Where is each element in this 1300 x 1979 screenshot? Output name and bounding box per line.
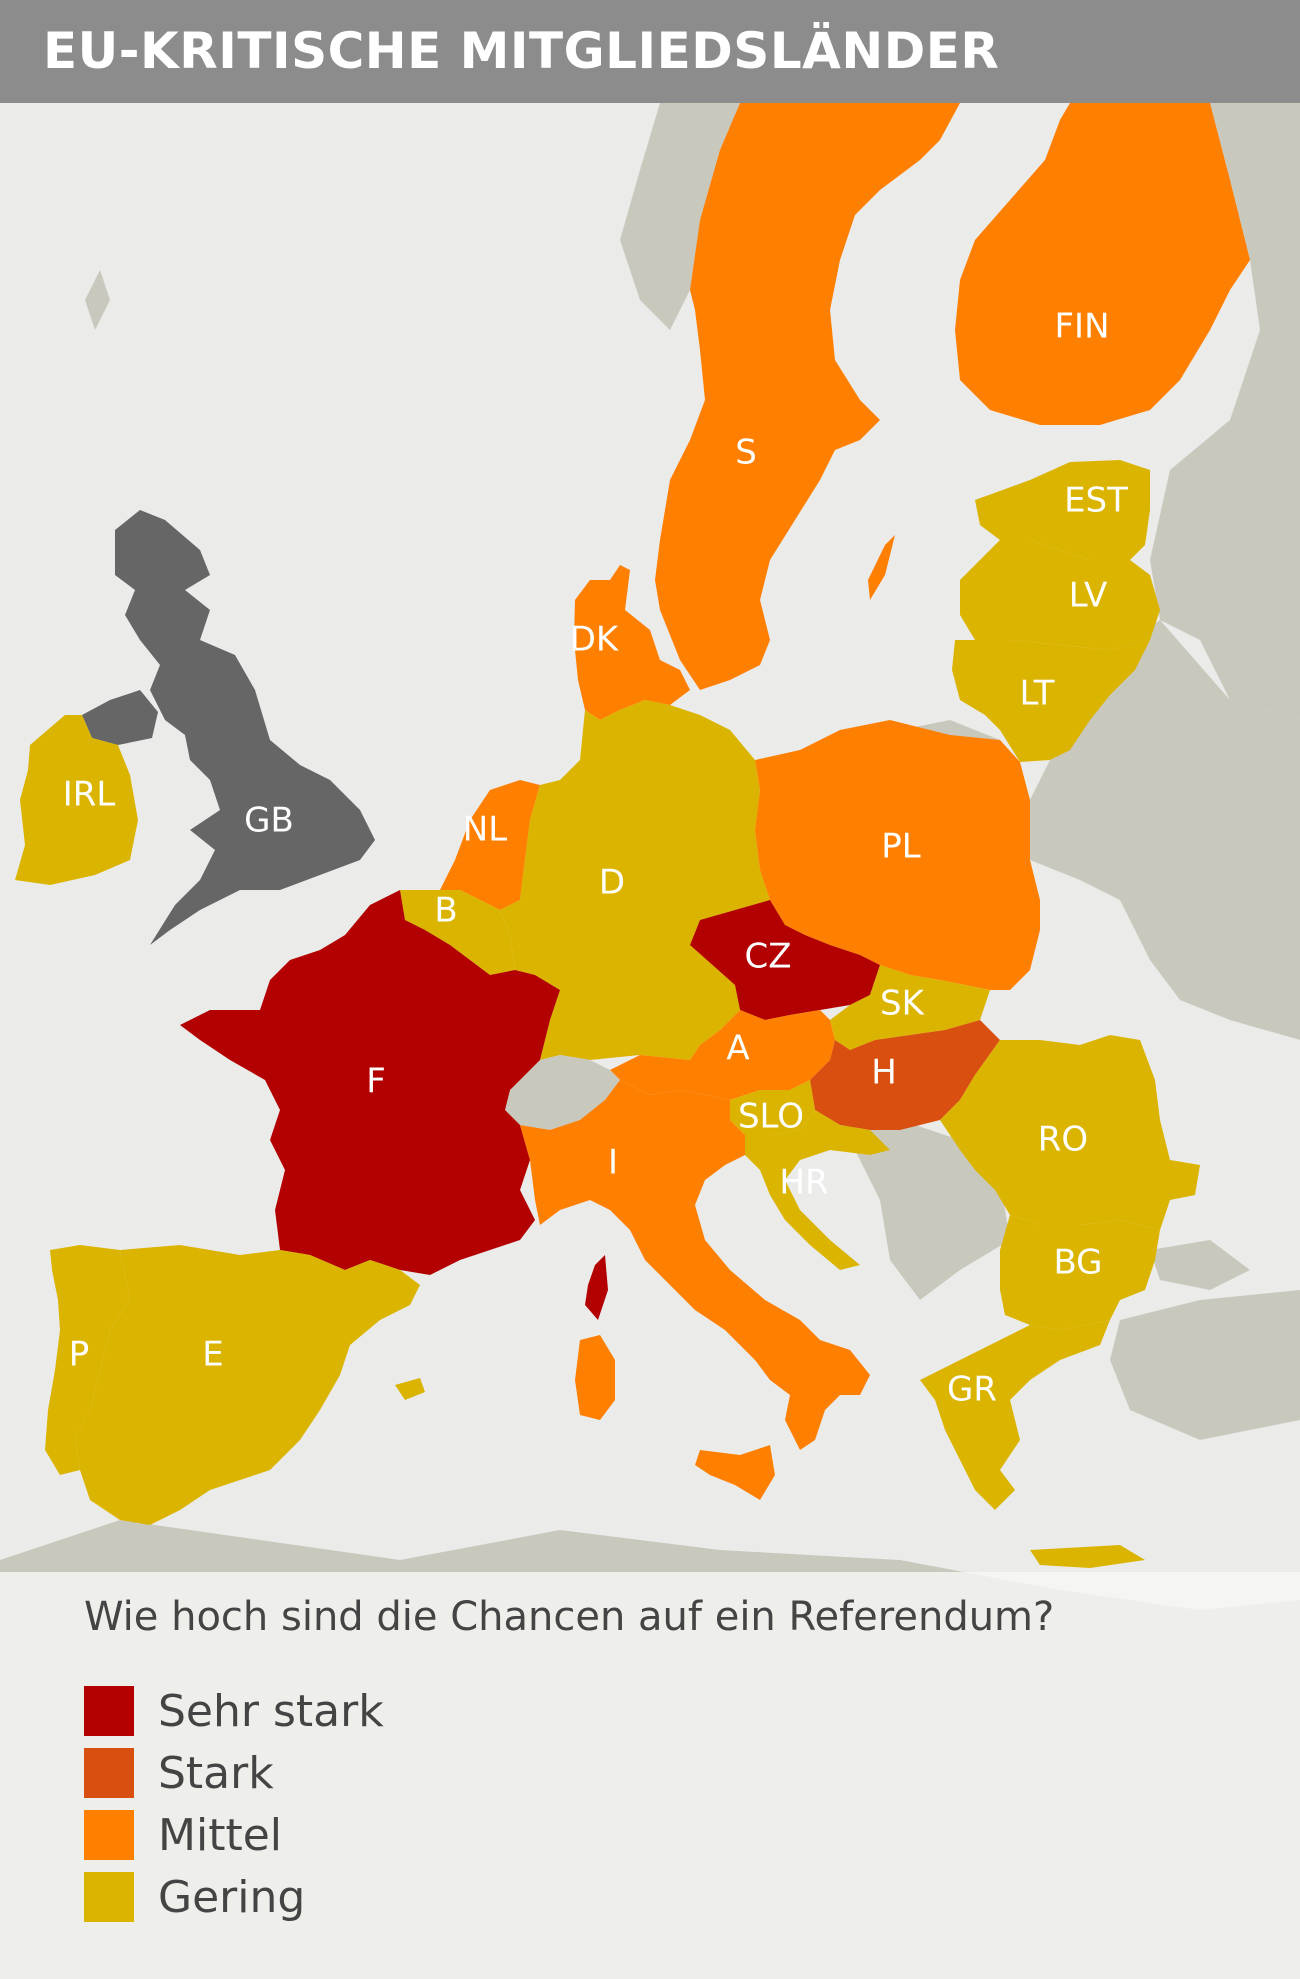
label-pl: PL — [881, 827, 921, 867]
island-sicily — [695, 1445, 775, 1500]
legend-item-sehr-stark: Sehr stark — [84, 1685, 384, 1737]
label-slo: SLO — [738, 1097, 804, 1137]
country-d[interactable] — [500, 700, 770, 1060]
label-cz: CZ — [744, 937, 791, 977]
island-sardinia — [575, 1335, 615, 1420]
label-s: S — [735, 433, 757, 473]
country-i[interactable] — [520, 1080, 870, 1450]
island-corsica — [585, 1255, 608, 1320]
country-lv[interactable] — [960, 540, 1160, 650]
legend-swatch — [84, 1748, 134, 1798]
label-hr: HR — [779, 1163, 828, 1203]
country-sk[interactable] — [830, 965, 990, 1050]
label-gb: GB — [244, 801, 294, 841]
country-e[interactable] — [75, 1245, 420, 1525]
label-dk: DK — [570, 620, 620, 660]
country-nir[interactable] — [82, 690, 158, 745]
country-hr[interactable] — [745, 1110, 890, 1270]
country-ch — [505, 1055, 620, 1130]
country-bg[interactable] — [1000, 1215, 1160, 1330]
label-nl: NL — [463, 810, 507, 850]
legend-item-gering: Gering — [84, 1871, 305, 1923]
label-b: B — [434, 891, 457, 931]
label-e: E — [202, 1335, 223, 1375]
country-est[interactable] — [975, 460, 1150, 560]
legend-item-stark: Stark — [84, 1747, 274, 1799]
legend-question: Wie hoch sind die Chancen auf ein Refere… — [84, 1594, 1055, 1640]
label-a: A — [726, 1029, 749, 1069]
country-b[interactable] — [400, 890, 515, 975]
country-gr[interactable] — [920, 1320, 1110, 1510]
legend-swatch — [84, 1810, 134, 1860]
label-i: I — [608, 1143, 618, 1183]
country-labels: FIN S EST LV LT DK IRL GB NL B D PL CZ S… — [63, 307, 1128, 1410]
country-p[interactable] — [45, 1245, 130, 1475]
legend-label: Sehr stark — [158, 1685, 384, 1737]
country-ro[interactable] — [940, 1035, 1200, 1230]
country-fin[interactable] — [955, 103, 1250, 425]
label-lt: LT — [1019, 674, 1054, 714]
label-d: D — [599, 863, 625, 903]
legend-panel: Wie hoch sind die Chancen auf ein Refere… — [0, 1572, 1300, 1979]
label-est: EST — [1064, 481, 1128, 521]
country-gb[interactable] — [115, 510, 375, 945]
country-f[interactable] — [180, 890, 560, 1275]
label-f: F — [366, 1062, 386, 1102]
label-p: P — [69, 1335, 90, 1375]
legend-swatch — [84, 1686, 134, 1736]
legend-label: Gering — [158, 1871, 306, 1923]
country-lt[interactable] — [952, 640, 1150, 762]
label-lv: LV — [1069, 576, 1107, 616]
header-bar: EU-KRITISCHE MITGLIEDSLÄNDER — [0, 0, 1300, 103]
country-cz[interactable] — [690, 900, 880, 1020]
legend-item-mittel: Mittel — [84, 1809, 282, 1861]
label-fin: FIN — [1054, 307, 1109, 347]
country-dk[interactable] — [574, 565, 690, 720]
label-ro: RO — [1038, 1120, 1088, 1160]
label-sk: SK — [880, 984, 926, 1024]
legend-label: Mittel — [158, 1809, 282, 1861]
page-title: EU-KRITISCHE MITGLIEDSLÄNDER — [43, 22, 1000, 80]
island-gotland — [868, 535, 895, 600]
label-gr: GR — [947, 1370, 997, 1410]
legend-label: Stark — [158, 1747, 274, 1799]
label-irl: IRL — [63, 775, 116, 815]
country-nl[interactable] — [440, 780, 540, 910]
country-a[interactable] — [610, 1010, 835, 1100]
legend-swatch — [84, 1872, 134, 1922]
island-balearic — [395, 1378, 425, 1400]
label-h: H — [871, 1053, 897, 1093]
country-pl[interactable] — [755, 720, 1040, 990]
label-bg: BG — [1053, 1243, 1102, 1283]
country-s[interactable] — [655, 103, 960, 690]
island-crete — [1030, 1545, 1145, 1568]
country-slo[interactable] — [730, 1080, 815, 1135]
country-irl[interactable] — [15, 715, 138, 885]
country-h[interactable] — [810, 1020, 1000, 1130]
